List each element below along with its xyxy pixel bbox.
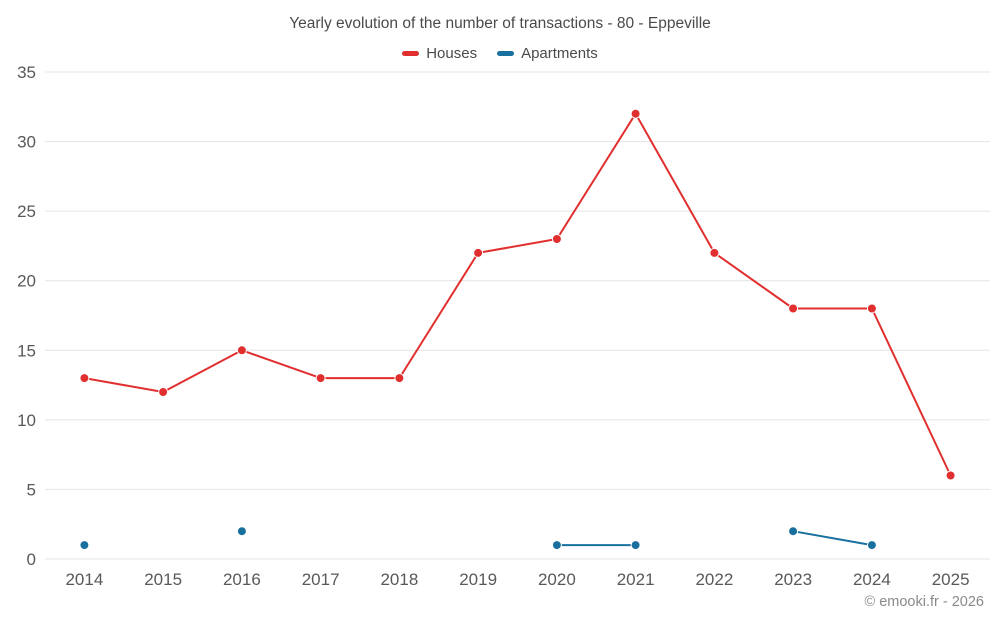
- apartments-marker[interactable]: [788, 526, 799, 537]
- apartments-marker[interactable]: [79, 540, 90, 551]
- x-axis-label: 2015: [144, 570, 182, 589]
- copyright-text: © emooki.fr - 2026: [864, 594, 984, 610]
- legend-item-houses[interactable]: Houses: [402, 45, 477, 62]
- y-axis-label: 15: [17, 341, 36, 360]
- x-axis-label: 2016: [223, 570, 261, 589]
- legend-swatch-apartments: [497, 51, 515, 56]
- legend-swatch-houses: [402, 51, 420, 56]
- x-axis-label: 2023: [774, 570, 812, 589]
- y-axis-label: 35: [17, 63, 36, 82]
- x-axis-label: 2017: [302, 570, 340, 589]
- y-axis-label: 5: [27, 480, 36, 499]
- x-axis-label: 2018: [380, 570, 418, 589]
- houses-marker[interactable]: [630, 108, 641, 119]
- houses-marker[interactable]: [158, 387, 169, 397]
- legend-item-apartments[interactable]: Apartments: [497, 45, 598, 62]
- legend-label-apartments: Apartments: [521, 45, 598, 62]
- houses-marker[interactable]: [945, 470, 956, 481]
- chart-title: Yearly evolution of the number of transa…: [289, 15, 711, 32]
- legend-label-houses: Houses: [426, 45, 478, 62]
- x-axis-label: 2020: [538, 570, 576, 589]
- houses-marker[interactable]: [394, 373, 405, 384]
- apartments-marker[interactable]: [866, 540, 877, 551]
- x-axis-label: 2014: [65, 570, 103, 589]
- houses-line: [83, 112, 952, 477]
- houses-marker[interactable]: [788, 303, 799, 314]
- x-axis-label: 2022: [695, 570, 733, 589]
- apartments-marker[interactable]: [236, 526, 247, 537]
- x-axis-label: 2019: [459, 570, 497, 589]
- chart-legend: Houses Apartments: [0, 45, 1000, 62]
- x-axis-label: 2024: [853, 570, 891, 589]
- apartments-marker[interactable]: [630, 540, 641, 551]
- y-axis-label: 25: [17, 202, 36, 221]
- x-axis-label: 2025: [932, 570, 970, 589]
- y-axis-label: 30: [17, 133, 36, 152]
- apartments-line: [555, 530, 873, 547]
- houses-marker[interactable]: [866, 303, 877, 314]
- houses-marker[interactable]: [551, 234, 562, 244]
- houses-marker[interactable]: [709, 247, 720, 258]
- y-axis-label: 20: [17, 272, 36, 291]
- houses-marker[interactable]: [236, 345, 247, 356]
- houses-marker[interactable]: [79, 373, 90, 384]
- y-axis-label: 10: [17, 411, 36, 430]
- apartments-marker[interactable]: [551, 540, 562, 551]
- y-axis-label: 0: [27, 550, 36, 569]
- houses-marker[interactable]: [315, 373, 326, 384]
- x-axis-label: 2021: [617, 570, 655, 589]
- houses-marker[interactable]: [473, 247, 484, 258]
